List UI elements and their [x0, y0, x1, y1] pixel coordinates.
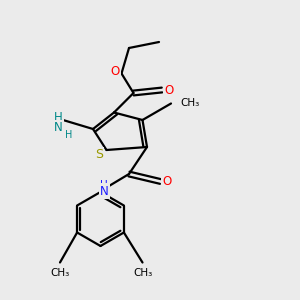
Text: CH₃: CH₃ [50, 268, 70, 278]
Text: O: O [164, 83, 173, 97]
Text: O: O [110, 64, 119, 78]
Text: H: H [100, 179, 108, 190]
Text: N: N [54, 121, 63, 134]
Text: H: H [64, 130, 72, 140]
Text: CH₃: CH₃ [181, 98, 200, 109]
Text: S: S [95, 148, 103, 161]
Text: H: H [54, 111, 63, 124]
Text: O: O [163, 175, 172, 188]
Text: N: N [100, 184, 109, 198]
Text: CH₃: CH₃ [133, 268, 152, 278]
